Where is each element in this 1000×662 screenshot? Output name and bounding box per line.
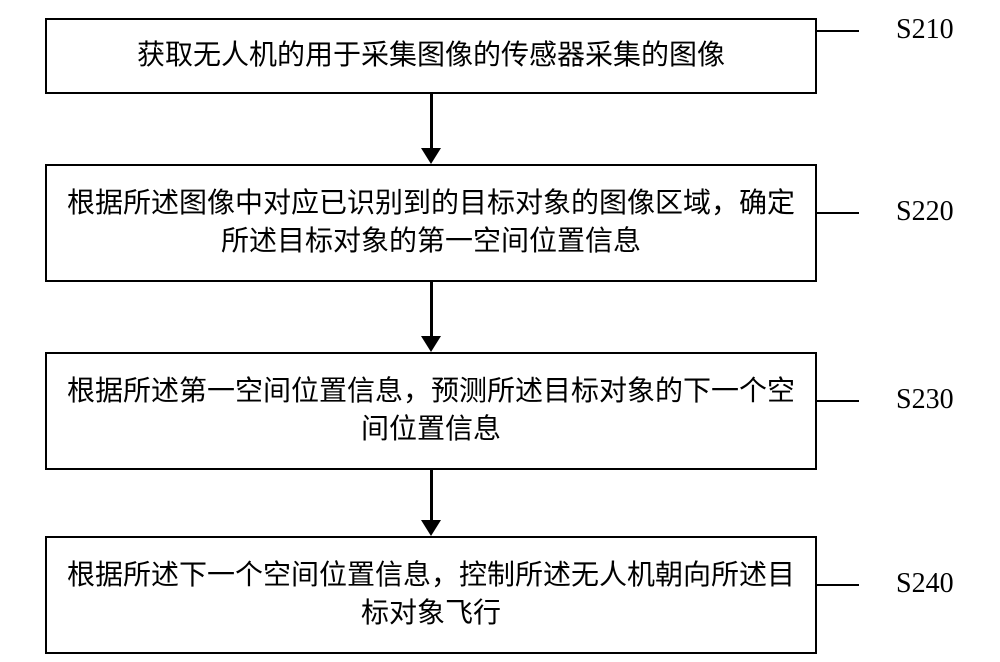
step-box-s240: 根据所述下一个空间位置信息，控制所述无人机朝向所述目标对象飞行 bbox=[45, 536, 817, 654]
step-box-s210: 获取无人机的用于采集图像的传感器采集的图像 bbox=[45, 18, 817, 94]
label-tick-s230 bbox=[817, 400, 859, 402]
arrow-head-3 bbox=[421, 520, 441, 536]
step-label-s240: S240 bbox=[896, 568, 954, 600]
step-text-s240: 根据所述下一个空间位置信息，控制所述无人机朝向所述目标对象飞行 bbox=[65, 557, 797, 633]
step-box-s230: 根据所述第一空间位置信息，预测所述目标对象的下一个空间位置信息 bbox=[45, 352, 817, 470]
arrow-head-1 bbox=[421, 148, 441, 164]
label-tick-s220 bbox=[817, 212, 859, 214]
arrow-head-2 bbox=[421, 336, 441, 352]
step-text-s230: 根据所述第一空间位置信息，预测所述目标对象的下一个空间位置信息 bbox=[65, 373, 797, 449]
step-text-s210: 获取无人机的用于采集图像的传感器采集的图像 bbox=[137, 37, 725, 75]
step-label-s210: S210 bbox=[896, 14, 954, 46]
arrow-line-3 bbox=[430, 470, 433, 520]
step-box-s220: 根据所述图像中对应已识别到的目标对象的图像区域，确定所述目标对象的第一空间位置信… bbox=[45, 164, 817, 282]
label-tick-s240 bbox=[817, 584, 859, 586]
arrow-line-2 bbox=[430, 282, 433, 336]
step-label-s230: S230 bbox=[896, 384, 954, 416]
flowchart-canvas: 获取无人机的用于采集图像的传感器采集的图像 S210 根据所述图像中对应已识别到… bbox=[0, 0, 1000, 662]
step-text-s220: 根据所述图像中对应已识别到的目标对象的图像区域，确定所述目标对象的第一空间位置信… bbox=[65, 185, 797, 261]
arrow-line-1 bbox=[430, 94, 433, 148]
step-label-s220: S220 bbox=[896, 196, 954, 228]
label-tick-s210 bbox=[817, 30, 859, 32]
